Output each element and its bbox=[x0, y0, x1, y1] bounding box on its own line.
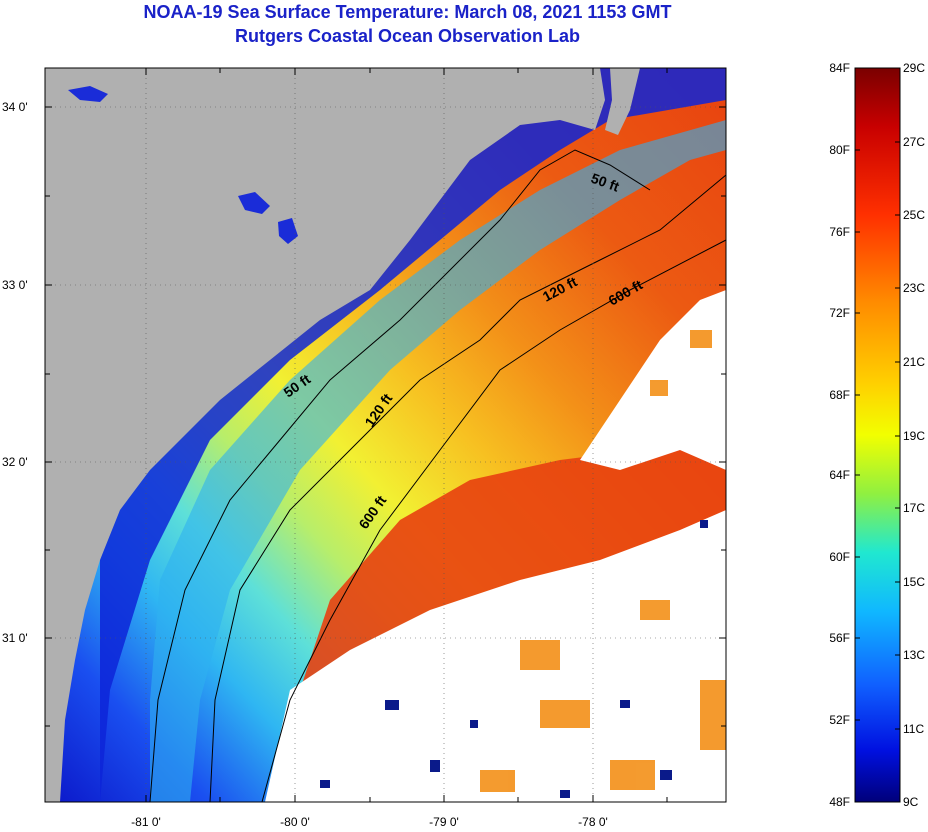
axis-ticks bbox=[45, 68, 726, 802]
inland-lake-north bbox=[68, 86, 108, 102]
colorbar-c-15: 15C bbox=[903, 575, 925, 589]
scattered-cold-pixels bbox=[320, 520, 708, 798]
map-title: NOAA-19 Sea Surface Temperature: March 0… bbox=[143, 2, 672, 22]
colorbar-f-72: 72F bbox=[829, 306, 850, 320]
longitude-label-80: -80 0' bbox=[280, 815, 310, 829]
colorbar-c-19: 19C bbox=[903, 429, 925, 443]
longitude-label-81: -81 0' bbox=[131, 815, 161, 829]
colorbar-ticks bbox=[855, 141, 900, 730]
longitude-label-79: -79 0' bbox=[429, 815, 459, 829]
colorbar-f-68: 68F bbox=[829, 388, 850, 402]
latitude-label-34: 34 0' bbox=[2, 100, 28, 114]
colorbar-gradient bbox=[854, 67, 901, 803]
colorbar-c-13: 13C bbox=[903, 648, 925, 662]
colorbar-c-9: 9C bbox=[903, 795, 919, 809]
colorbar-f-84: 84F bbox=[829, 61, 850, 75]
colorbar-f-76: 76F bbox=[829, 225, 850, 239]
latitude-label-31: 31 0' bbox=[2, 631, 28, 645]
inland-lake-moultrie bbox=[278, 218, 298, 244]
colorbar-f-60: 60F bbox=[829, 550, 850, 564]
contour-120ft bbox=[209, 174, 726, 802]
colorbar-f-56: 56F bbox=[829, 631, 850, 645]
colorbar-f-48: 48F bbox=[829, 795, 850, 809]
colorbar-c-23: 23C bbox=[903, 281, 925, 295]
colorbar-c-21: 21C bbox=[903, 355, 925, 369]
colorbar-f-52: 52F bbox=[829, 713, 850, 727]
colorbar-f-64: 64F bbox=[829, 468, 850, 482]
map-plot-area bbox=[45, 68, 726, 802]
map-frame bbox=[44, 67, 727, 803]
map-subtitle: Rutgers Coastal Ocean Observation Lab bbox=[234, 26, 581, 46]
land-cape bbox=[605, 68, 640, 135]
graticule bbox=[45, 68, 726, 802]
shelf-cyan-water bbox=[150, 120, 726, 802]
colorbar-c-25: 25C bbox=[903, 208, 925, 222]
latitude-label-33: 33 0' bbox=[2, 278, 28, 292]
colorbar-c-17: 17C bbox=[903, 501, 925, 515]
colorbar-c-11: 11C bbox=[903, 722, 924, 736]
inland-lake-marion bbox=[238, 192, 270, 214]
colorbar-c-29: 29C bbox=[903, 61, 925, 75]
scattered-warm-pixels bbox=[480, 330, 726, 792]
temperature-colorbar: 84F 80F 76F 72F 68F 64F 60F 56F 52F 48F … bbox=[829, 61, 925, 809]
longitude-label-78: -78 0' bbox=[578, 815, 608, 829]
contour-600ft bbox=[261, 239, 726, 802]
colorbar-f-80: 80F bbox=[829, 143, 850, 157]
land-mass bbox=[45, 68, 605, 802]
cloud-mask bbox=[265, 510, 726, 802]
contour-50ft bbox=[149, 149, 651, 802]
colorbar-c-27: 27C bbox=[903, 135, 925, 149]
latitude-label-32: 32 0' bbox=[2, 455, 28, 469]
